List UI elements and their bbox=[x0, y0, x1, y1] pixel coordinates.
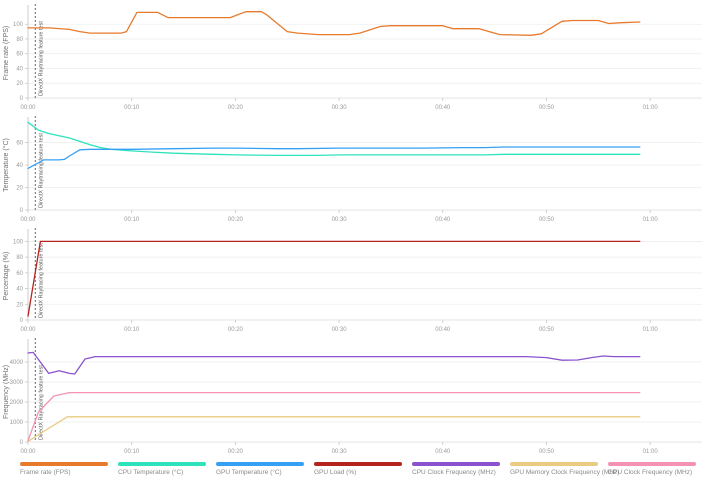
x-tick-label: 01:00 bbox=[643, 217, 659, 223]
chart-legend: Frame rate (FPS) CPU Temperature (°C) GPU … bbox=[0, 456, 708, 480]
x-tick-label: 00:10 bbox=[124, 105, 140, 111]
x-tick-label: 00:30 bbox=[332, 217, 348, 223]
chart-row-0: 0 20 40 60 80 100 00:00 00:10 00:20 00:30 00:40 00:… bbox=[0, 0, 708, 112]
y-axis-title: Frequency (MHz) bbox=[3, 365, 10, 419]
x-tick-label: 00:40 bbox=[435, 327, 451, 333]
legend-label: CPU Temperature (°C) bbox=[118, 469, 184, 476]
legend-item-1[interactable]: CPU Temperature (°C) bbox=[118, 462, 206, 477]
legend-item-5[interactable]: GPU Memory Clock Frequency (MHz) bbox=[510, 462, 620, 477]
x-tick-label: 00:10 bbox=[124, 217, 140, 223]
series-line bbox=[27, 351, 641, 375]
x-tick-label: 00:30 bbox=[332, 327, 348, 333]
y-tick-label: 0 bbox=[20, 318, 24, 324]
x-tick-label: 00:20 bbox=[228, 105, 244, 111]
chart-row-1: 0 20 40 60 00:00 00:10 00:20 00:30 00:40 00:50 01:… bbox=[0, 112, 708, 224]
legend-swatch bbox=[314, 462, 402, 466]
legend-label: GPU Memory Clock Frequency (MHz) bbox=[510, 469, 620, 476]
legend-swatch bbox=[510, 462, 598, 466]
chart-row-3: 0 1000 2000 3000 4000 00:00 00:10 00:20 00:30 00:… bbox=[0, 334, 708, 456]
y-tick-label: 80 bbox=[16, 255, 23, 261]
legend-item-0[interactable]: Frame rate (FPS) bbox=[20, 462, 108, 477]
x-tick-label: 00:50 bbox=[539, 105, 555, 111]
y-tick-label: 20 bbox=[16, 302, 23, 308]
legend-label: GPU Clock Frequency (MHz) bbox=[608, 469, 693, 476]
x-tick-label: 00:40 bbox=[435, 105, 451, 111]
chart-plot-3: 0 1000 2000 3000 4000 00:00 00:10 00:20 00:30 00:… bbox=[3, 338, 702, 455]
legend-label: Frame rate (FPS) bbox=[20, 469, 71, 476]
series-line bbox=[27, 146, 641, 170]
x-tick-label: 00:00 bbox=[20, 327, 36, 333]
legend-swatch bbox=[20, 462, 108, 466]
x-tick-label: 01:00 bbox=[643, 449, 659, 455]
legend-item-3[interactable]: GPU Load (%) bbox=[314, 462, 402, 477]
chart-plot-2: 0 20 40 60 80 100 00:00 00:10 00:20 00:30 00:40 00:… bbox=[3, 228, 702, 333]
x-tick-label: 00:30 bbox=[332, 105, 348, 111]
series-line bbox=[27, 240, 641, 317]
legend-item-2[interactable]: GPU Temperature (°C) bbox=[216, 462, 304, 477]
benchmark-marker-label: DirectX Raytracing feature test bbox=[38, 133, 44, 208]
y-tick-label: 2000 bbox=[10, 400, 24, 406]
x-tick-label: 00:10 bbox=[124, 449, 140, 455]
y-tick-label: 4000 bbox=[10, 360, 24, 366]
benchmark-marker-label: DirectX Raytracing feature test bbox=[38, 243, 44, 318]
y-tick-label: 20 bbox=[16, 186, 23, 192]
y-tick-label: 60 bbox=[16, 52, 23, 58]
x-tick-label: 00:00 bbox=[20, 217, 36, 223]
y-axis-title: Percentage (%) bbox=[3, 252, 10, 301]
y-axis-title: Temperature (°C) bbox=[2, 138, 10, 192]
y-tick-label: 0 bbox=[20, 96, 24, 102]
x-tick-label: 00:50 bbox=[539, 217, 555, 223]
x-tick-label: 00:00 bbox=[20, 449, 36, 455]
y-axis-title: Frame rate (FPS) bbox=[3, 26, 10, 80]
y-tick-label: 1000 bbox=[10, 420, 24, 426]
y-tick-label: 3000 bbox=[10, 380, 24, 386]
legend-swatch bbox=[608, 462, 696, 466]
x-tick-label: 00:10 bbox=[124, 327, 140, 333]
y-tick-label: 60 bbox=[16, 141, 23, 147]
chart-plot-1: 0 20 40 60 00:00 00:10 00:20 00:30 00:40 00:50 01:… bbox=[2, 116, 702, 223]
legend-item-6[interactable]: GPU Clock Frequency (MHz) bbox=[608, 462, 696, 477]
x-tick-label: 00:50 bbox=[539, 327, 555, 333]
legend-swatch bbox=[118, 462, 206, 466]
y-tick-label: 80 bbox=[16, 37, 23, 43]
x-tick-label: 01:00 bbox=[643, 327, 659, 333]
y-tick-label: 60 bbox=[16, 271, 23, 277]
chart-row-2: 0 20 40 60 80 100 00:00 00:10 00:20 00:30 00:40 00:… bbox=[0, 224, 708, 334]
y-tick-label: 100 bbox=[13, 22, 24, 28]
legend-swatch bbox=[216, 462, 304, 466]
series-line bbox=[27, 121, 641, 157]
y-tick-label: 40 bbox=[16, 163, 23, 169]
x-tick-label: 00:00 bbox=[20, 105, 36, 111]
x-tick-label: 00:40 bbox=[435, 217, 451, 223]
legend-label: GPU Temperature (°C) bbox=[216, 469, 282, 476]
legend-label: CPU Clock Frequency (MHz) bbox=[412, 469, 496, 476]
benchmark-marker-label: DirectX Raytracing feature test bbox=[38, 21, 44, 96]
y-tick-label: 40 bbox=[16, 66, 23, 72]
x-tick-label: 00:20 bbox=[228, 217, 244, 223]
y-tick-label: 0 bbox=[20, 208, 24, 214]
legend-item-4[interactable]: CPU Clock Frequency (MHz) bbox=[412, 462, 500, 477]
series-line bbox=[27, 416, 641, 443]
x-tick-label: 00:20 bbox=[228, 449, 244, 455]
benchmark-marker-label: DirectX Raytracing feature test bbox=[38, 365, 44, 440]
x-tick-label: 00:20 bbox=[228, 327, 244, 333]
y-tick-label: 100 bbox=[13, 239, 24, 245]
x-tick-label: 00:30 bbox=[332, 449, 348, 455]
series-line bbox=[27, 391, 641, 442]
x-tick-label: 01:00 bbox=[643, 105, 659, 111]
legend-swatch bbox=[412, 462, 500, 466]
y-tick-label: 40 bbox=[16, 287, 23, 293]
legend-label: GPU Load (%) bbox=[314, 469, 357, 476]
series-line bbox=[27, 11, 641, 36]
x-tick-label: 00:40 bbox=[435, 449, 451, 455]
chart-plot-0: 0 20 40 60 80 100 00:00 00:10 00:20 00:30 00:40 00:… bbox=[3, 4, 702, 111]
charts-container: 0 20 40 60 80 100 00:00 00:10 00:20 00:30 00:40 00:… bbox=[0, 0, 708, 456]
y-tick-label: 0 bbox=[20, 440, 24, 446]
x-tick-label: 00:50 bbox=[539, 449, 555, 455]
y-tick-label: 20 bbox=[16, 81, 23, 87]
